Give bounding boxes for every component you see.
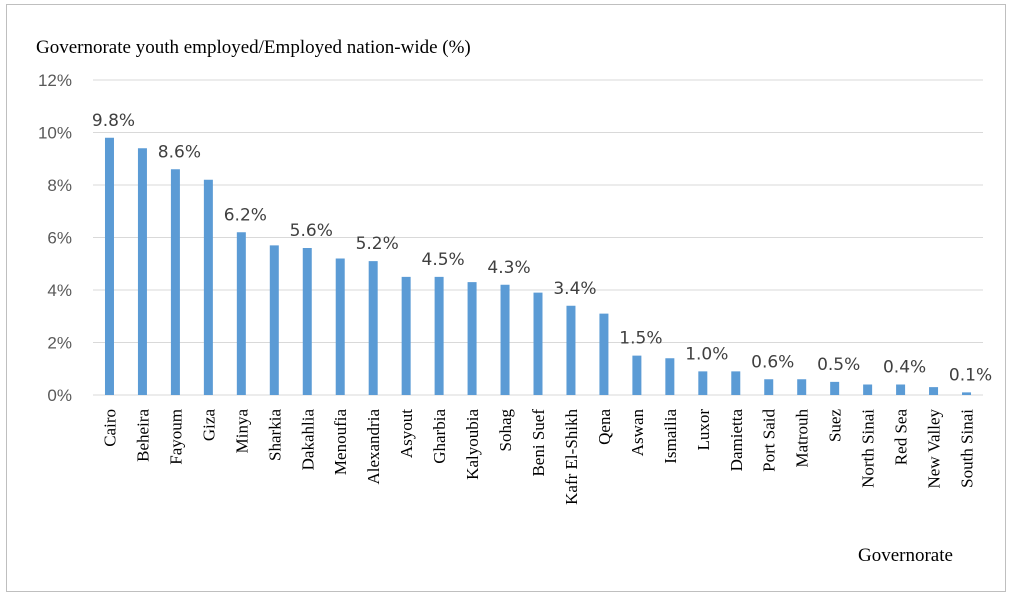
- bar: [566, 305, 576, 395]
- data-label: 5.6%: [290, 221, 333, 241]
- x-tick-label: Beheira: [133, 409, 152, 462]
- data-label: 0.6%: [751, 352, 794, 372]
- bar: [830, 381, 840, 395]
- x-tick-label: Sohag: [496, 409, 515, 452]
- data-label: 0.4%: [883, 358, 926, 378]
- bar: [170, 169, 180, 395]
- bar: [269, 245, 279, 395]
- bar: [665, 358, 675, 395]
- x-tick-label: Alexandria: [364, 409, 383, 485]
- data-label: 9.8%: [92, 111, 135, 131]
- y-tick-label: 12%: [38, 71, 72, 90]
- bar: [368, 261, 378, 395]
- x-tick-label: Fayoum: [166, 409, 185, 465]
- bar: [698, 371, 708, 395]
- x-tick-label: Port Said: [760, 409, 779, 472]
- bar: [863, 384, 873, 395]
- data-label: 4.5%: [422, 250, 465, 270]
- x-tick-label: Luxor: [694, 409, 713, 451]
- x-axis-label: Governorate: [858, 545, 953, 566]
- y-tick-label: 10%: [38, 124, 72, 143]
- bar: [599, 313, 609, 395]
- bar: [467, 282, 477, 395]
- y-tick-label: 0%: [47, 386, 72, 405]
- bar: [401, 276, 411, 395]
- data-label: 6.2%: [224, 205, 267, 225]
- y-tick-label: 4%: [47, 281, 72, 300]
- x-tick-label: North Sinai: [859, 409, 878, 488]
- bar: [434, 276, 444, 395]
- data-label: 1.0%: [685, 344, 728, 364]
- data-label: 1.5%: [619, 329, 662, 349]
- x-tick-label: Qena: [595, 409, 614, 445]
- bar: [962, 392, 972, 395]
- x-axis-ticks: Cairo Beheira Fayoum Giza Minya Sharkia Dakahl…: [100, 409, 976, 505]
- bar: [203, 179, 213, 395]
- y-tick-label: 6%: [47, 229, 72, 248]
- x-tick-label: Damietta: [727, 409, 746, 472]
- bar: [302, 248, 312, 395]
- x-tick-label: Giza: [199, 409, 218, 442]
- data-labels: 9.8% 8.6% 6.2% 5.6% 5.2% 4.5% 4.3% 3.4% 1.5% 1.0%…: [92, 111, 992, 386]
- x-tick-label: Sharkia: [265, 409, 284, 461]
- x-tick-label: Menoufia: [331, 409, 350, 476]
- data-label: 3.4%: [553, 279, 596, 299]
- bar: [137, 148, 147, 395]
- bar: [896, 384, 906, 395]
- bars: [104, 137, 972, 395]
- x-tick-label: Gharbia: [430, 409, 449, 464]
- bar: [500, 284, 510, 395]
- x-tick-label: Kafr El-Shikh: [562, 409, 581, 505]
- x-tick-label: Beni Suef: [529, 409, 548, 477]
- x-tick-label: Ismailia: [661, 409, 680, 464]
- x-tick-label: New Valley: [925, 409, 944, 489]
- data-label: 8.6%: [158, 142, 201, 162]
- data-label: 5.2%: [356, 234, 399, 254]
- x-tick-label: Minya: [232, 409, 251, 454]
- bar: [104, 137, 114, 395]
- y-axis-ticks: 0% 2% 4% 6% 8% 10% 12%: [38, 71, 72, 405]
- x-tick-label: South Sinai: [958, 409, 977, 488]
- x-tick-label: Red Sea: [892, 409, 911, 466]
- bar: [335, 258, 345, 395]
- data-label: 4.3%: [487, 258, 530, 278]
- x-tick-label: Suez: [826, 409, 845, 443]
- x-tick-label: Dakahlia: [298, 409, 317, 471]
- y-tick-label: 2%: [47, 334, 72, 353]
- data-label: 0.1%: [949, 365, 992, 385]
- x-tick-label: Aswan: [628, 409, 647, 457]
- x-tick-label: Asyout: [397, 409, 416, 458]
- bar: [731, 371, 741, 395]
- data-label: 0.5%: [817, 355, 860, 375]
- bar: [929, 387, 939, 395]
- bar: [764, 379, 774, 395]
- x-tick-label: Matrouh: [793, 409, 812, 468]
- bar: [632, 355, 642, 395]
- chart-title: Governorate youth employed/Employed nati…: [36, 37, 471, 58]
- bar: [797, 379, 807, 395]
- bar: [236, 232, 246, 395]
- x-tick-label: Kalyoubia: [463, 409, 482, 480]
- x-tick-label: Cairo: [100, 409, 119, 447]
- bar: [533, 292, 543, 395]
- y-tick-label: 8%: [47, 176, 72, 195]
